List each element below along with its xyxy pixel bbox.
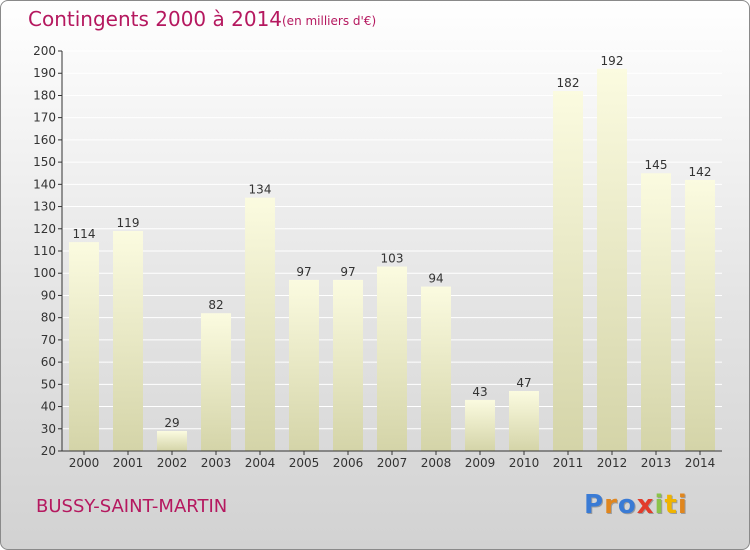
y-tick-label: 20	[41, 444, 56, 458]
bar-2002	[157, 431, 187, 451]
bar-value-label: 43	[472, 385, 487, 399]
bar-2008	[421, 286, 451, 451]
y-tick-label: 140	[33, 177, 56, 191]
x-tick-label: 2000	[69, 456, 100, 470]
bar-value-label: 145	[645, 158, 668, 172]
bar-2014	[685, 179, 715, 451]
bar-2005	[289, 279, 319, 451]
y-tick-label: 180	[33, 88, 56, 102]
bar-2011	[553, 91, 583, 451]
y-tick-label: 80	[41, 311, 56, 325]
y-tick-label: 70	[41, 333, 56, 347]
bar-value-label: 142	[689, 165, 712, 179]
bar-2007	[377, 266, 407, 451]
x-tick-label: 2013	[641, 456, 672, 470]
bar-value-label: 192	[601, 54, 624, 68]
logo-letter: r	[604, 490, 618, 520]
city-name: BUSSY-SAINT-MARTIN	[36, 496, 228, 517]
x-tick-label: 2008	[421, 456, 452, 470]
x-tick-label: 2014	[685, 456, 716, 470]
logo-letter: x	[636, 490, 655, 520]
x-tick-label: 2006	[333, 456, 364, 470]
bar-value-label: 82	[208, 298, 223, 312]
bars	[69, 68, 715, 452]
bar-2000	[69, 242, 99, 451]
x-tick-label: 2002	[157, 456, 188, 470]
bar-value-label: 47	[516, 376, 531, 390]
logo-letter: t	[664, 490, 678, 520]
x-tick-label: 2010	[509, 456, 540, 470]
y-tick-label: 40	[41, 400, 56, 414]
bar-value-label: 29	[164, 416, 179, 430]
bar-value-label: 97	[296, 265, 311, 279]
bar-2003	[201, 313, 231, 451]
y-tick-label: 200	[33, 44, 56, 58]
y-tick-label: 100	[33, 266, 56, 280]
logo-letter: P	[584, 490, 605, 520]
x-tick-label: 2005	[289, 456, 320, 470]
chart-title: Contingents 2000 à 2014	[28, 7, 283, 31]
bar-2006	[333, 279, 363, 451]
bar-2004	[245, 197, 275, 451]
y-tick-label: 150	[33, 155, 56, 169]
y-tick-label: 120	[33, 222, 56, 236]
bar-2009	[465, 399, 495, 451]
bar-2013	[641, 173, 671, 451]
y-tick-label: 50	[41, 377, 56, 391]
logo-letter: i	[654, 490, 665, 520]
y-tick-label: 160	[33, 133, 56, 147]
logo-letter: o	[617, 490, 637, 520]
x-tick-label: 2009	[465, 456, 496, 470]
y-tick-label: 110	[33, 244, 56, 258]
bar-value-label: 134	[249, 183, 272, 197]
axes	[58, 50, 722, 455]
bar-value-label: 119	[117, 216, 140, 230]
bar-2001	[113, 231, 143, 451]
y-tick-label: 170	[33, 111, 56, 125]
proxiti-logo[interactable]: Proxiti	[584, 490, 688, 520]
chart-subtitle: (en milliers d'€)	[282, 14, 377, 28]
bar-value-label: 114	[73, 227, 96, 241]
bar-value-label: 97	[340, 265, 355, 279]
bar-value-label: 94	[428, 272, 443, 286]
x-tick-label: 2004	[245, 456, 276, 470]
bar-value-label: 103	[381, 252, 404, 266]
x-tick-label: 2012	[597, 456, 628, 470]
y-tick-label: 190	[33, 66, 56, 80]
y-tick-label: 30	[41, 422, 56, 436]
x-tick-label: 2007	[377, 456, 408, 470]
bar-value-label: 182	[557, 76, 580, 90]
x-tick-label: 2003	[201, 456, 232, 470]
bar-2012	[597, 68, 627, 452]
y-tick-label: 60	[41, 355, 56, 369]
x-tick-label: 2011	[553, 456, 584, 470]
y-tick-label: 90	[41, 288, 56, 302]
x-tick-label: 2001	[113, 456, 144, 470]
bar-2010	[509, 391, 539, 451]
labels: 20 30 40 50 60 70 80 90 100 110 120 130 140 150 160 170…	[33, 44, 715, 470]
y-tick-label: 130	[33, 200, 56, 214]
logo-letter: i	[677, 490, 688, 520]
